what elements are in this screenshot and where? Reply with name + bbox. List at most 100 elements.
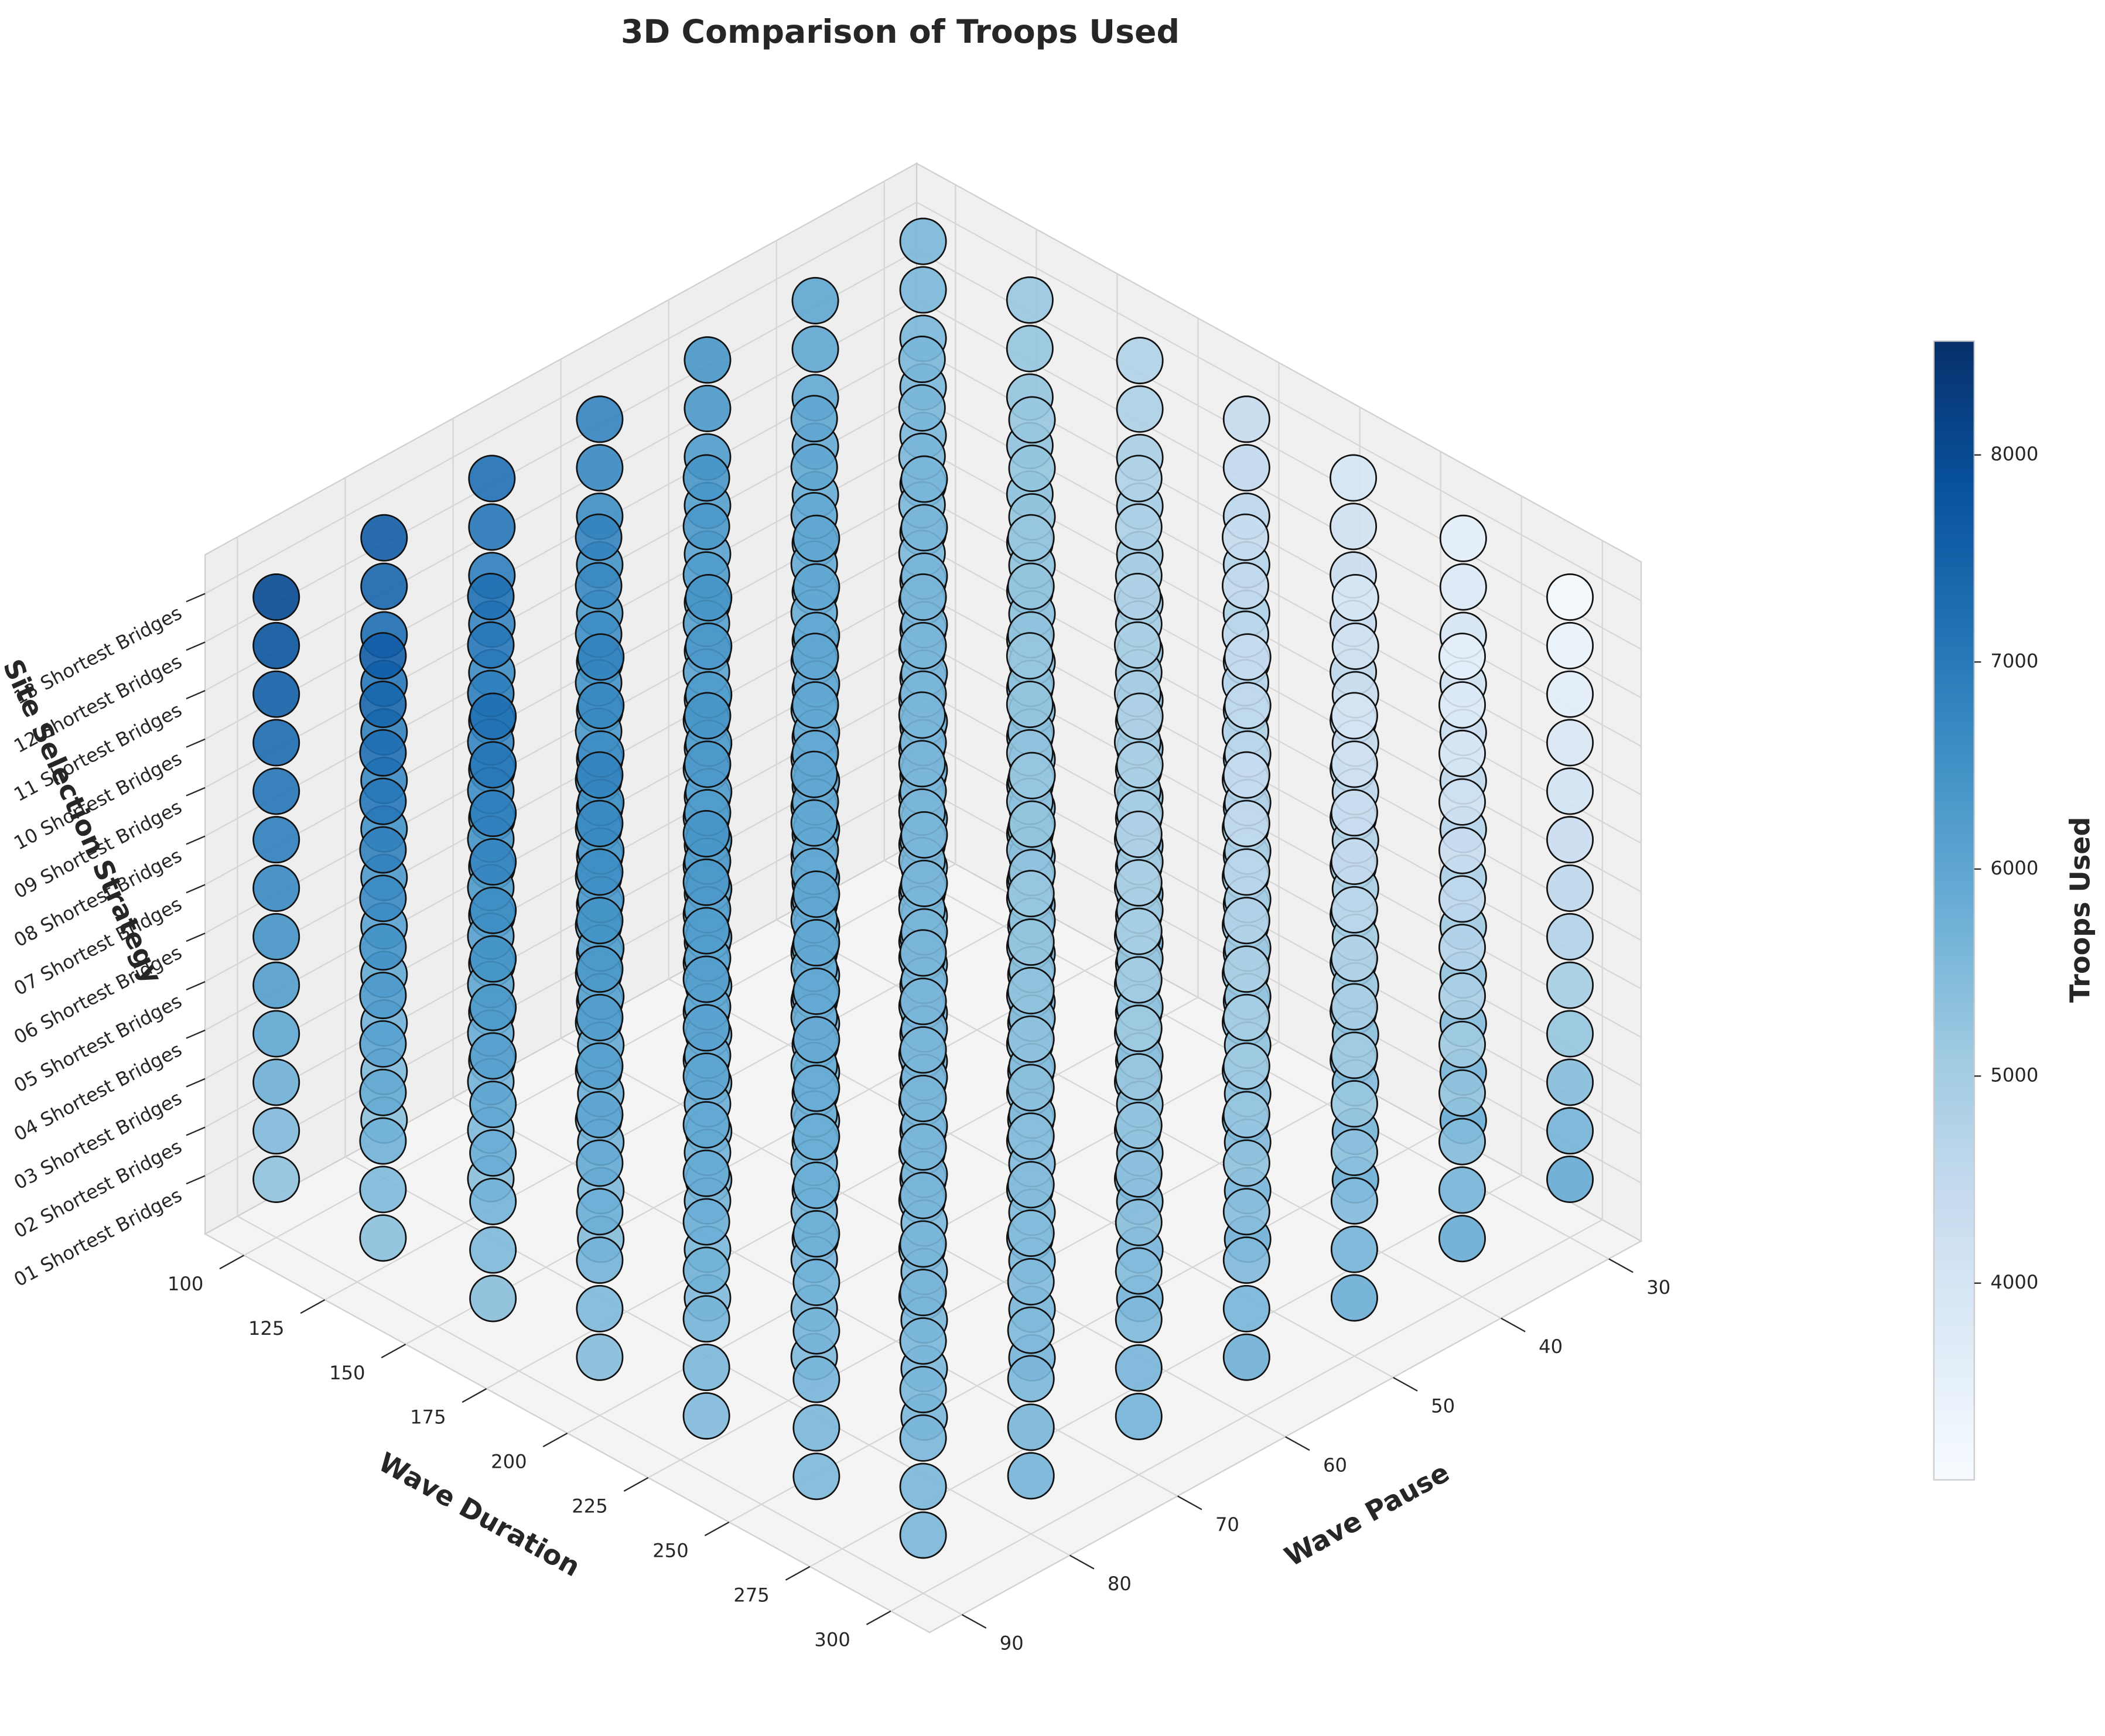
data-point [1007,1015,1055,1063]
data-point [252,1010,300,1058]
y-tick [1069,1554,1095,1570]
data-point [1222,799,1270,848]
data-point [252,864,300,913]
data-point [469,886,517,934]
data-point [682,1198,730,1246]
data-point [1438,1118,1486,1166]
data-point [899,929,947,977]
data-point [576,1284,624,1332]
data-point [682,907,730,955]
data-point [469,1226,517,1274]
data-point [1546,1107,1594,1155]
colorbar [1933,340,1975,1481]
data-point [467,573,515,621]
data-point [1439,514,1487,562]
data-point [469,983,517,1031]
data-point [1221,562,1269,610]
data-point [469,692,517,740]
data-point [1007,1112,1055,1160]
data-point [576,1042,624,1090]
grid-line [237,1215,962,1615]
data-point [899,1269,947,1317]
data-point [577,633,625,681]
z-tick [186,1029,206,1039]
data-point [1222,1139,1270,1187]
data-point [469,1081,517,1129]
data-point [1439,563,1487,611]
data-point [1330,692,1378,740]
data-point [1007,1161,1055,1209]
data-point [252,573,300,621]
data-point [1438,1069,1486,1117]
data-point [359,777,407,825]
data-point [1222,1236,1270,1284]
data-point [359,1214,407,1262]
data-point [1438,875,1486,923]
data-point [1115,907,1163,955]
data-point [576,945,624,993]
data-point [469,838,517,886]
data-point [682,809,730,857]
z-tick [186,835,206,845]
data-point [252,1058,300,1106]
data-point [1007,1209,1055,1257]
data-point [1007,966,1055,1014]
data-point [1330,1080,1378,1128]
y-tick [1285,1436,1310,1451]
data-point [899,1414,947,1462]
y-tick [961,1614,987,1629]
data-point [792,1113,840,1161]
data-point [360,562,408,610]
data-point [682,1392,730,1440]
data-point [899,1462,947,1511]
data-point [575,562,623,610]
colorbar-tick-label: 4000 [1990,1271,2038,1293]
y-tick-label: 40 [1539,1335,1563,1358]
data-point [359,972,407,1020]
data-point [1438,972,1486,1020]
data-point [1222,848,1270,896]
data-point [1222,395,1270,443]
data-point [252,1156,300,1204]
y-tick [1177,1495,1202,1511]
data-point [791,276,839,324]
data-point [899,1074,947,1122]
data-point [1546,961,1594,1009]
data-point [1115,956,1163,1004]
y-tick-label: 60 [1323,1454,1347,1477]
data-point [1438,1166,1486,1214]
data-point [1115,1053,1163,1101]
x-axis-label: Wave Duration [373,1446,585,1583]
data-point [1222,751,1270,799]
data-point [1330,1031,1378,1079]
data-point [684,692,732,740]
data-point [792,1064,840,1112]
data-point [252,670,300,718]
data-point [1007,1257,1055,1306]
data-point [1008,800,1056,848]
data-point [1115,1296,1163,1344]
data-point [899,978,947,1026]
data-point [359,1117,407,1165]
data-point [684,384,732,432]
data-point [682,955,730,1003]
data-point [1222,1091,1270,1139]
data-point [1113,621,1161,669]
data-point [576,799,624,848]
data-point [792,870,840,918]
data-point [469,1129,517,1177]
data-point [1546,670,1594,718]
y-tick-label: 50 [1431,1395,1455,1417]
data-point [1546,1010,1594,1058]
data-point [469,1274,517,1322]
colorbar-tick-label: 8000 [1990,443,2038,465]
data-point [1116,692,1164,740]
colorbar-label: Troops Used [2064,817,2096,1003]
data-point [791,681,839,729]
data-point [1115,1247,1163,1295]
data-point [899,1365,947,1413]
data-point [359,729,407,777]
data-point [899,217,947,265]
